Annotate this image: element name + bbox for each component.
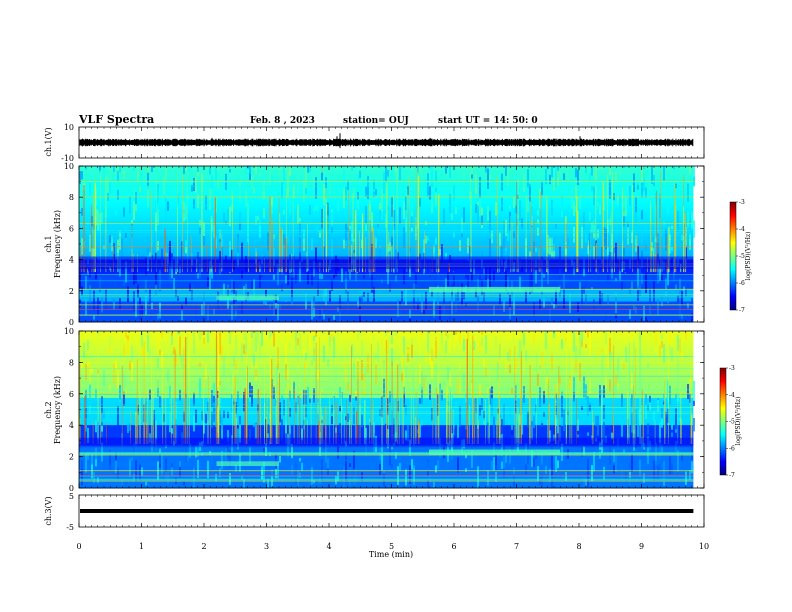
- colorbar-ch2-label: log(PSD)(V²/Hz): [735, 397, 742, 446]
- spectrogram-ytick-label: 4: [69, 421, 74, 430]
- ch1-ytick-bottom: -10: [61, 154, 74, 163]
- spectrogram-ytick-label: 0: [69, 484, 74, 493]
- ch1-ytick-top: 10: [64, 123, 74, 132]
- x-tick-label: 10: [699, 542, 709, 551]
- colorbar-ch1-label: log(PSD)(V²/Hz): [745, 232, 752, 281]
- x-axis-tick-labels: 0 1 2 3 4 5 6 7 8 9 10: [76, 542, 709, 551]
- x-tick-label: 0: [76, 542, 81, 551]
- waveform-ch3-trace: [80, 509, 694, 513]
- waveform-ch3-panel: 5 -5 ch.3(V): [44, 492, 705, 532]
- waveform-ch3-ylabel: ch.3(V): [44, 496, 53, 525]
- spectrogram-ch1-ylabel-channel: ch.1: [44, 235, 53, 252]
- colorbar-tick-label: -6: [729, 445, 735, 452]
- x-axis-label: Time (min): [369, 550, 413, 559]
- colorbar-tick-label: -7: [729, 472, 735, 479]
- station-label: station= OUJ: [343, 116, 409, 126]
- spectrogram-ytick-label: 4: [69, 256, 74, 265]
- ch3-ytick-bottom: -5: [66, 523, 74, 532]
- spectrogram-ch2-ylabel-frequency: Frequency (kHz): [53, 376, 62, 444]
- x-tick-label: 9: [639, 542, 644, 551]
- spectrogram-ytick-label: 0: [69, 318, 74, 327]
- colorbar-tick-label: -6: [739, 280, 745, 287]
- spectrogram-ytick-label: 8: [69, 358, 74, 367]
- spectrogram-ytick-label: 2: [69, 287, 74, 296]
- x-tick-label: 7: [514, 542, 519, 551]
- x-tick-label: 1: [139, 542, 144, 551]
- waveform-ch1-ylabel: ch.1(V): [44, 127, 53, 156]
- colorbar-ch1: -3 -4 -5 -6 -7 log(PSD)(V²/Hz): [729, 199, 752, 314]
- spectrogram-ytick-label: 10: [64, 162, 74, 171]
- spectrogram-ch1-panel: 0 2 4 6 8 10 ch.1 Frequency (kHz): [44, 162, 705, 327]
- spectrogram-ytick-label: 6: [69, 390, 74, 399]
- x-tick-label: 8: [576, 542, 581, 551]
- date-label: Feb. 8 , 2023: [250, 116, 315, 126]
- spectrogram-ytick-label: 6: [69, 224, 74, 233]
- spectrogram-ytick-label: 2: [69, 453, 74, 462]
- x-tick-label: 2: [201, 542, 206, 551]
- ch3-ytick-top: 5: [69, 492, 74, 501]
- colorbar-tick-label: -3: [729, 365, 735, 372]
- spectrogram-ch1-image: [79, 166, 695, 323]
- colorbar-tick-label: -4: [729, 392, 735, 399]
- colorbar-ch2-gradient: [719, 367, 727, 476]
- waveform-ch1-panel: 10 -10 ch.1(V): [44, 123, 705, 163]
- colorbar-ch2: -3 -4 -5 -6 -7 log(PSD)(V²/Hz): [719, 365, 742, 479]
- spectrogram-ch2-image: [78, 331, 695, 489]
- x-tick-label: 5: [389, 542, 394, 551]
- spectrogram-ch2-ylabel-channel: ch.2: [44, 401, 53, 418]
- colorbar-tick-label: -4: [739, 226, 745, 233]
- x-tick-label: 4: [326, 542, 331, 551]
- colorbar-tick-label: -7: [739, 307, 745, 314]
- x-tick-label: 3: [264, 542, 269, 551]
- waveform-ch1-trace: [79, 133, 694, 149]
- spectrogram-ch2-panel: 0 2 4 6 8 10 ch.2 Frequency (kHz): [44, 327, 705, 493]
- start-time-label: start UT = 14: 50: 0: [438, 116, 538, 126]
- colorbar-tick-label: -5: [739, 253, 745, 260]
- x-tick-label: 6: [451, 542, 456, 551]
- colorbar-tick-label: -5: [729, 419, 735, 426]
- colorbar-ch1-gradient: [729, 201, 737, 311]
- figure-title: VLF Spectra: [78, 113, 154, 126]
- spectrogram-ytick-label: 8: [69, 193, 74, 202]
- spectrogram-ytick-label: 10: [64, 327, 74, 336]
- colorbar-tick-label: -3: [739, 199, 745, 206]
- spectrogram-ch1-ylabel-frequency: Frequency (kHz): [53, 210, 62, 278]
